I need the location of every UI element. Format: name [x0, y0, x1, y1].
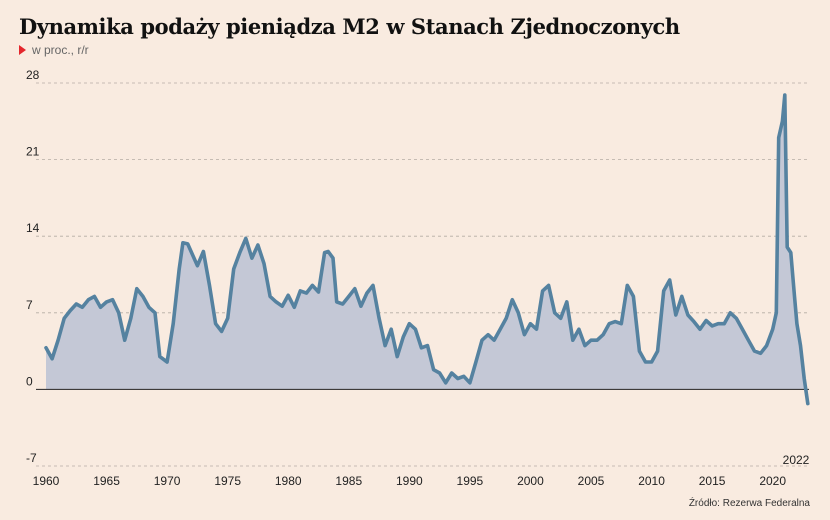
x-tick-label: 1975: [214, 474, 241, 488]
source-note: Źródło: Rezerwa Federalna: [688, 498, 810, 509]
x-tick-label: 1985: [335, 474, 362, 488]
red-triangle-icon: [19, 45, 26, 55]
x-tick-label: 1995: [457, 474, 484, 488]
x-tick-label: 1990: [396, 474, 423, 488]
x-tick-label: 1970: [154, 474, 181, 488]
y-tick-label: 28: [26, 68, 40, 82]
y-tick-label: 14: [26, 221, 40, 235]
year-2022-label: 2022: [783, 453, 810, 467]
x-tick-label: 1965: [93, 474, 120, 488]
y-tick-label: 0: [26, 374, 33, 388]
chart-subtitle: w proc., r/r: [19, 43, 89, 57]
x-tick-label: 2015: [699, 474, 726, 488]
m2-area: [46, 95, 808, 404]
x-tick-label: 2020: [759, 474, 786, 488]
x-tick-label: 2000: [517, 474, 544, 488]
y-tick-label: 21: [26, 145, 40, 159]
unit-label: w proc., r/r: [32, 43, 89, 57]
m2-line: [44, 93, 810, 406]
y-tick-label: 7: [26, 298, 33, 312]
x-tick-label: 2010: [638, 474, 665, 488]
y-tick-label: -7: [26, 451, 37, 465]
x-tick-label: 2005: [578, 474, 605, 488]
chart-title: Dynamika podaży pieniądza M2 w Stanach Z…: [19, 14, 680, 39]
tick-layer: -7 0 7 14 21 28 1960 1965 1970 1975 1980 1985 1990 19…: [26, 68, 786, 488]
x-tick-label: 1980: [275, 474, 302, 488]
grid-layer: [36, 82, 809, 467]
x-tick-label: 1960: [33, 474, 60, 488]
